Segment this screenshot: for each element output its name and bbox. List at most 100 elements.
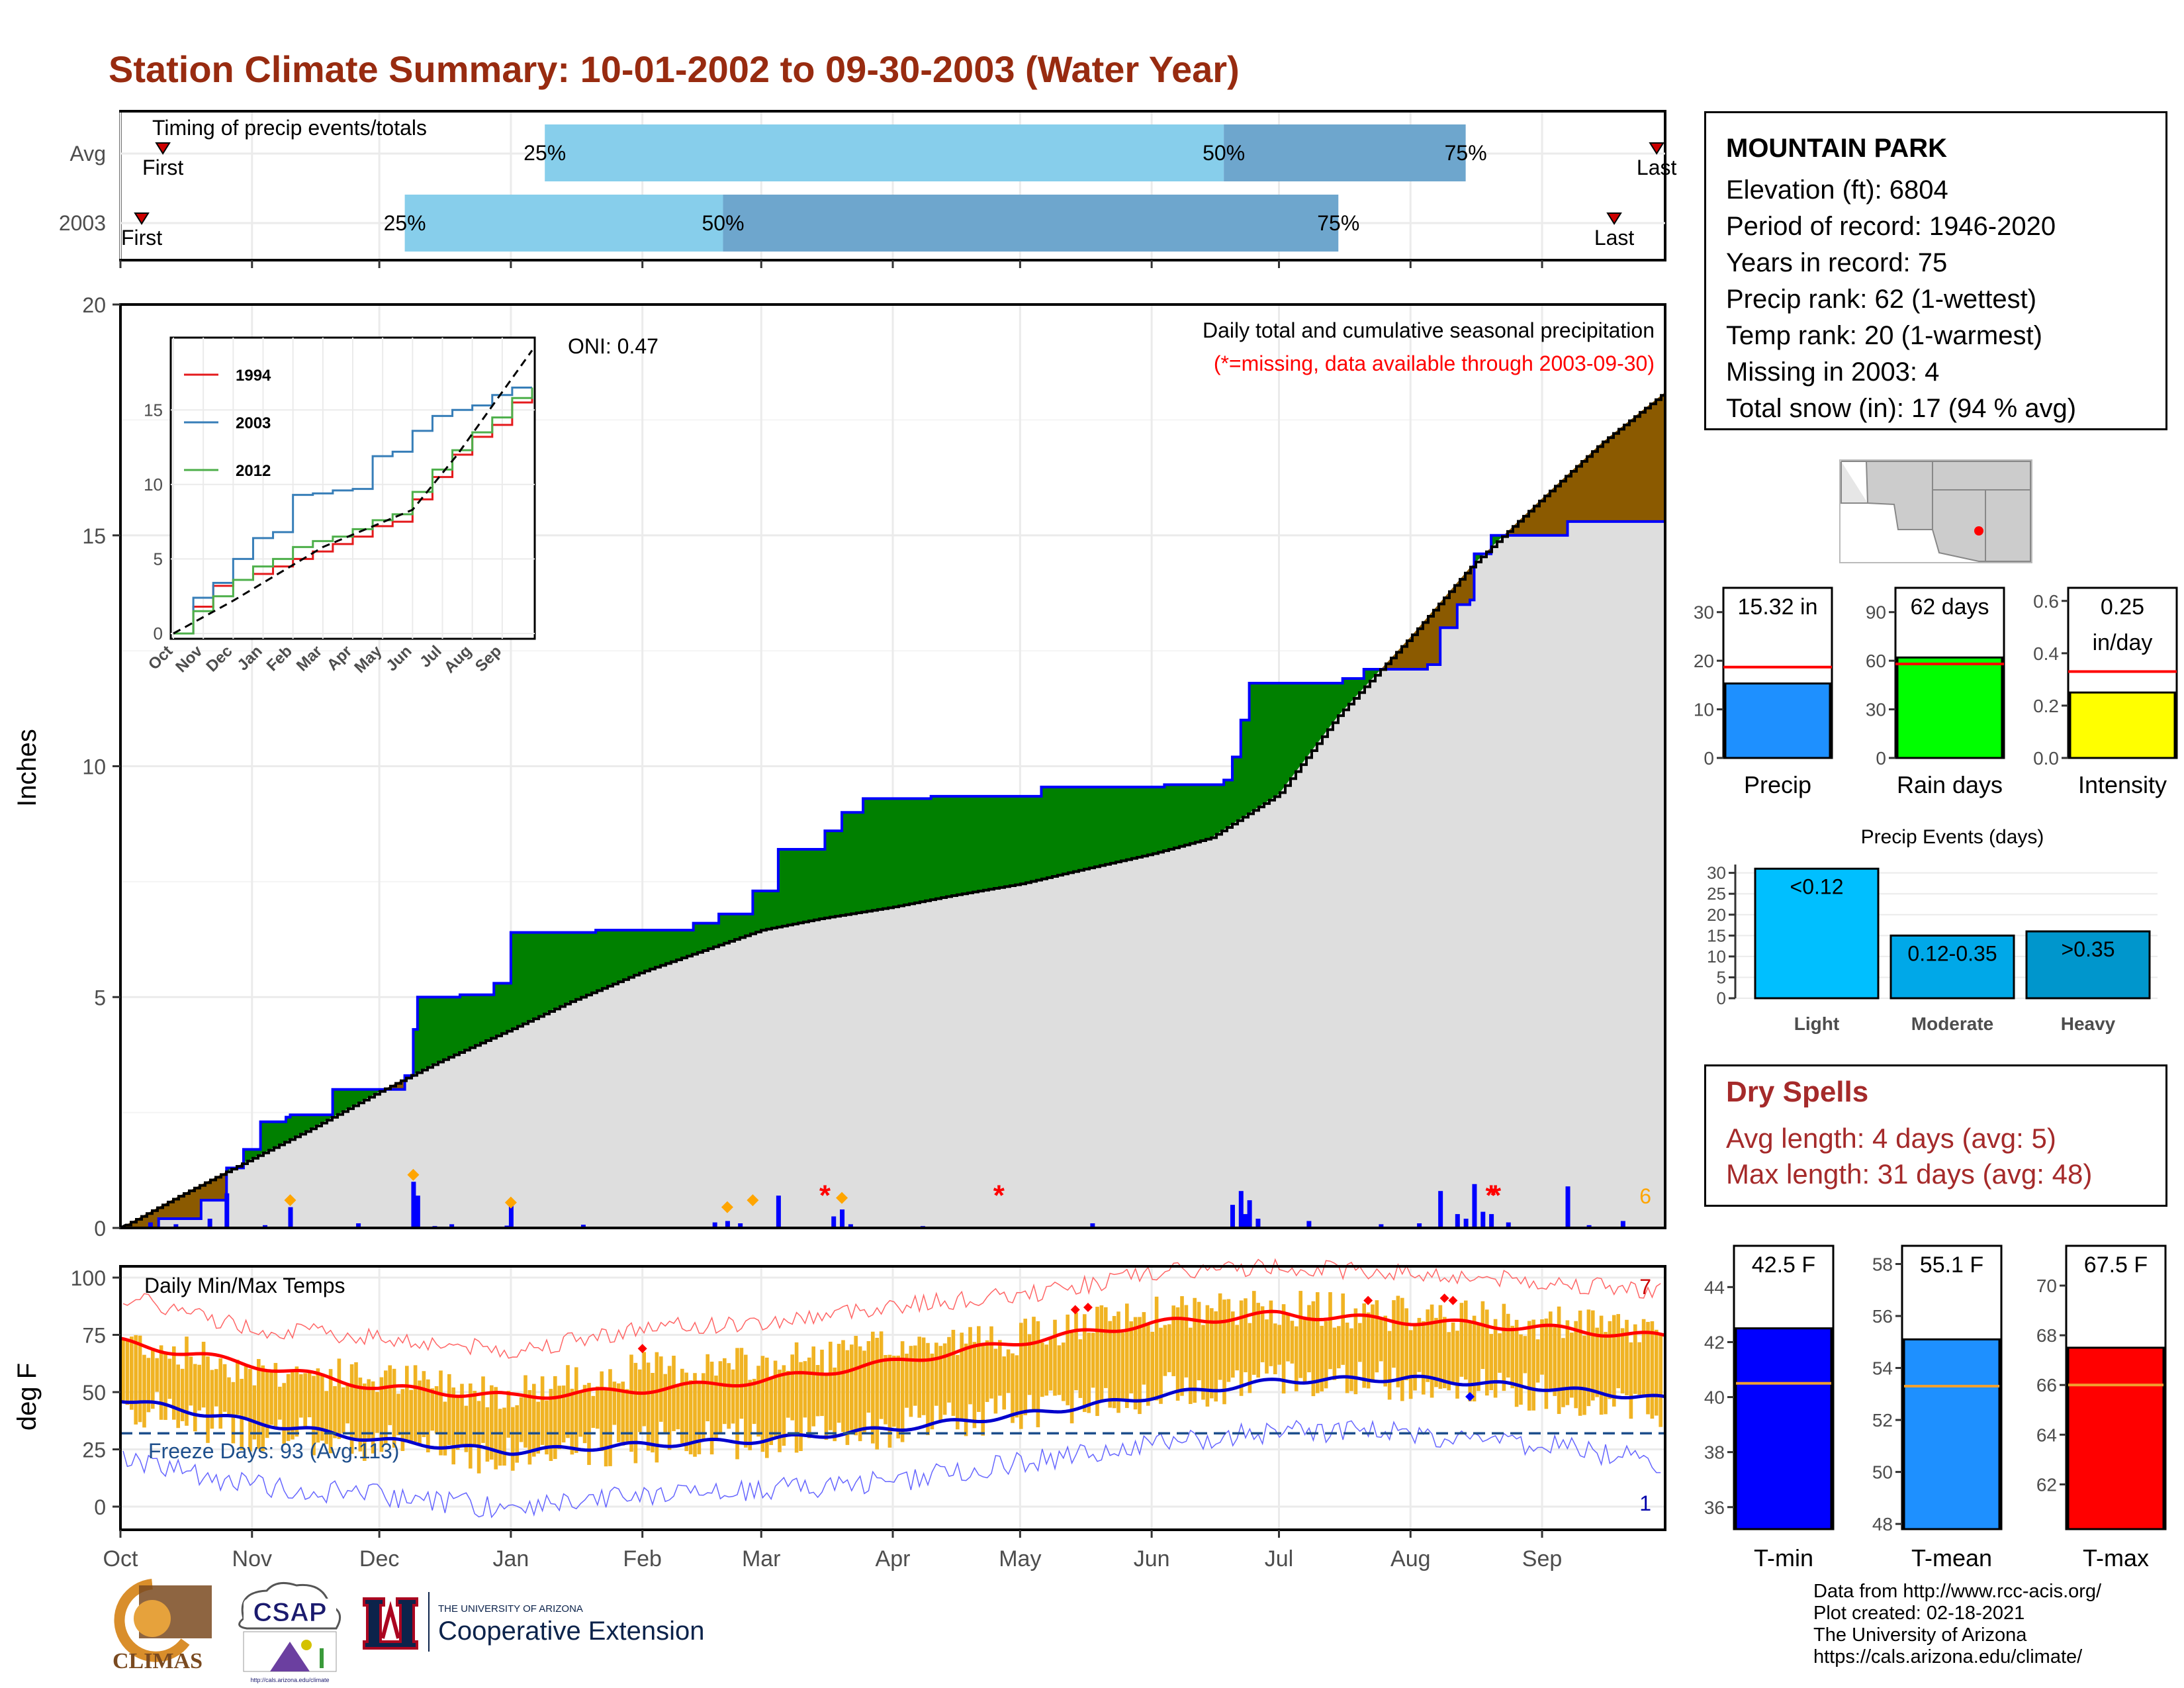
daily-temp-bar xyxy=(850,1344,854,1430)
tmin-bar-chart-axis-label: T-min xyxy=(1754,1544,1813,1571)
dry-spells-title: Dry Spells xyxy=(1726,1076,1869,1108)
temp-ytick-label: 100 xyxy=(71,1266,106,1290)
tmax-bar-chart-ytick-label: 62 xyxy=(2036,1474,2057,1495)
daily-temp-bar xyxy=(367,1379,371,1440)
daily-temp-bar xyxy=(1332,1327,1337,1380)
daily-temp-bar xyxy=(1189,1327,1193,1404)
daily-temp-bar xyxy=(1066,1314,1069,1405)
month-label: Mar xyxy=(742,1546,781,1571)
daily-temp-bar xyxy=(1218,1293,1222,1380)
station-precip-rank: Precip rank: 62 (1-wettest) xyxy=(1726,285,2037,314)
daily-temp-bar xyxy=(1641,1319,1646,1396)
daily-temp-bar xyxy=(303,1373,307,1429)
daily-temp-bar xyxy=(422,1371,426,1437)
daily-temp-bar xyxy=(506,1391,511,1438)
daily-temp-bar xyxy=(1514,1319,1519,1407)
locator-map xyxy=(1839,459,2032,563)
mini-precip-value-label: 15.32 in xyxy=(1738,594,1818,620)
daily-temp-bar xyxy=(1502,1303,1506,1391)
daily-temp-bar xyxy=(354,1362,358,1438)
daily-temp-bar xyxy=(384,1370,388,1444)
daily-temp-bar xyxy=(176,1364,180,1429)
daily-temp-bar xyxy=(1616,1314,1620,1389)
daily-temp-bar xyxy=(312,1376,316,1456)
daily-temp-bar xyxy=(396,1393,400,1436)
precip-missing-note: (*=missing, data available through 2003-… xyxy=(1214,352,1655,375)
daily-temp-bar xyxy=(1586,1309,1591,1407)
credit-plot-created: Plot created: 02-18-2021 xyxy=(1813,1603,2025,1624)
daily-temp-bar xyxy=(934,1342,938,1406)
daily-temp-bar xyxy=(1430,1304,1434,1398)
daily-temp-bar xyxy=(443,1401,447,1456)
daily-temp-bar xyxy=(1451,1322,1455,1383)
oni-label: ONI: 0.47 xyxy=(568,334,659,358)
month-label: May xyxy=(999,1546,1041,1571)
mini-intensity-axis-label: Intensity xyxy=(2078,771,2167,798)
station-name: MOUNTAIN PARK xyxy=(1726,134,1948,163)
daily-temp-bar xyxy=(739,1348,744,1419)
tmin-bar-chart-ytick-label: 38 xyxy=(1704,1442,1725,1463)
mini-rain-days-bar xyxy=(1896,656,2003,759)
footer-credits: Data from http://www.rcc-acis.org/ Plot … xyxy=(1813,1581,2101,1668)
daily-temp-bar xyxy=(875,1337,879,1450)
temp-ytick-label: 0 xyxy=(94,1495,106,1519)
daily-precip-bar xyxy=(1417,1223,1422,1228)
daily-temp-bar xyxy=(921,1337,926,1415)
daily-temp-bar xyxy=(1231,1311,1235,1378)
precip-events-ytick-label: 0 xyxy=(1717,988,1726,1008)
daily-temp-bar xyxy=(1205,1305,1210,1407)
daily-temp-bar xyxy=(985,1340,989,1402)
temp-ytick-label: 50 xyxy=(82,1381,106,1405)
daily-temp-bar xyxy=(709,1362,714,1455)
daily-temp-bar xyxy=(379,1377,384,1452)
daily-temp-bar xyxy=(638,1369,642,1432)
daily-precip-bar xyxy=(173,1224,179,1228)
daily-temp-bar xyxy=(956,1354,960,1430)
daily-precip-bar xyxy=(1463,1219,1469,1228)
daily-temp-bar xyxy=(1527,1321,1531,1411)
daily-precip-bar xyxy=(1230,1205,1235,1228)
daily-temp-bar xyxy=(286,1374,291,1441)
daily-temp-bar xyxy=(803,1361,807,1418)
daily-temp-bar xyxy=(1210,1308,1214,1399)
tmean-bar-chart-ytick-label: 48 xyxy=(1872,1514,1893,1534)
daily-temp-bar xyxy=(1544,1318,1549,1409)
daily-temp-bar xyxy=(210,1370,214,1429)
daily-temp-bar xyxy=(1142,1312,1146,1385)
daily-temp-bar xyxy=(942,1343,947,1415)
daily-temp-bar xyxy=(1307,1305,1311,1373)
daily-temp-bar xyxy=(1595,1327,1599,1397)
mini-precip-ytick-label: 10 xyxy=(1694,700,1714,720)
daily-temp-bar xyxy=(693,1373,697,1457)
daily-temp-bar xyxy=(375,1391,379,1433)
daily-temp-bar xyxy=(400,1389,405,1451)
daily-temp-bar xyxy=(1078,1339,1083,1398)
daily-temp-bar xyxy=(328,1369,333,1454)
daily-temp-bar xyxy=(773,1360,778,1436)
daily-temp-bar xyxy=(1506,1313,1510,1378)
climas-logo: CLIMAS xyxy=(113,1579,212,1673)
ua-main-text: Cooperative Extension xyxy=(438,1617,704,1646)
daily-temp-bar xyxy=(316,1368,320,1443)
daily-precip-bar xyxy=(1255,1219,1261,1228)
daily-temp-bar xyxy=(1337,1326,1341,1369)
daily-temp-bar xyxy=(1273,1323,1277,1375)
timing-first-marker xyxy=(155,142,171,155)
daily-temp-bar xyxy=(1091,1333,1095,1388)
daily-temp-bar xyxy=(1269,1300,1273,1366)
daily-temp-bar xyxy=(1565,1320,1570,1405)
mini-precip-ytick-label: 30 xyxy=(1694,602,1714,623)
daily-temp-bar xyxy=(146,1358,151,1413)
daily-temp-bar xyxy=(1510,1325,1514,1389)
daily-temp-bar xyxy=(1032,1317,1036,1412)
daily-temp-bar xyxy=(1290,1321,1295,1364)
precip-events-bar-label: 0.12-0.35 xyxy=(1907,941,1997,965)
daily-temp-bar xyxy=(494,1387,498,1470)
credit-data-source: Data from http://www.rcc-acis.org/ xyxy=(1813,1581,2102,1602)
inset-legend-label: 2003 xyxy=(236,414,271,432)
precip-events-ytick-label: 10 xyxy=(1707,947,1726,966)
daily-temp-bar xyxy=(1345,1322,1349,1393)
snow-marker xyxy=(407,1168,420,1181)
daily-temp-bar xyxy=(337,1358,341,1439)
